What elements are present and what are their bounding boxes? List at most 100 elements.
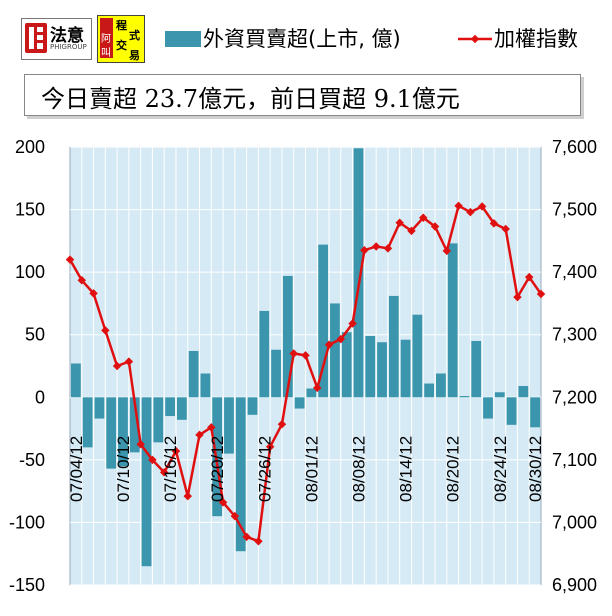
x-axis-tick-label: 07/10/12 (114, 436, 133, 502)
index-point (136, 439, 145, 449)
bar (377, 342, 387, 398)
bar (235, 397, 246, 552)
bar (176, 397, 187, 420)
left-axis-tick-label: -100 (9, 512, 45, 532)
legend-line-marker (470, 34, 480, 44)
fayi-logo: 法意 PHIGROUP (21, 18, 92, 60)
legend-bar-label: 外資買賣超(上市, 億) (203, 27, 401, 51)
bar (318, 244, 329, 398)
left-axis-tick-label: 0 (35, 387, 45, 407)
bar (447, 243, 458, 398)
right-axis-tick-label: 7,100 (552, 450, 597, 470)
program-trading-char: 式 (129, 29, 140, 42)
index-point (442, 246, 452, 256)
index-point (383, 244, 393, 253)
index-point (183, 491, 192, 501)
left-axis-tick-label: 100 (15, 262, 45, 282)
bar (483, 397, 493, 419)
x-axis-tick-label: 08/30/12 (526, 436, 545, 502)
legend-bar-swatch (165, 31, 201, 47)
bar (94, 397, 105, 419)
bar (224, 397, 234, 454)
bar (424, 383, 435, 398)
index-point (207, 423, 216, 432)
index-point (301, 351, 310, 360)
index-point (360, 246, 369, 255)
bar (294, 397, 305, 409)
x-axis-tick-label: 08/01/12 (302, 436, 321, 502)
x-axis-tick-label: 08/24/12 (491, 436, 510, 502)
bar (506, 397, 517, 425)
legend-line-label: 加權指數 (494, 27, 578, 51)
x-axis-tick-label: 07/04/12 (67, 436, 86, 502)
bar (365, 335, 376, 398)
fayi-logo-mark (25, 23, 47, 53)
bar (247, 397, 258, 415)
index-point (489, 219, 499, 228)
bar (412, 314, 423, 398)
right-axis-tick-label: 7,000 (552, 512, 597, 532)
right-axis-tick-label: 7,400 (552, 262, 597, 282)
index-point (501, 224, 510, 234)
index-point (524, 272, 534, 282)
program-trading-char: 交 (116, 39, 127, 52)
left-axis-tick-label: -50 (19, 450, 45, 470)
right-axis-tick-label: 7,200 (552, 387, 597, 407)
index-point (277, 419, 287, 429)
right-axis-tick-label: 7,600 (552, 137, 597, 157)
bar (259, 310, 270, 398)
index-point (313, 383, 322, 393)
program-trading-mark: 阿 叫 (100, 18, 113, 59)
bar (471, 340, 482, 398)
left-axis-tick-label: 200 (15, 137, 45, 157)
index-point (430, 222, 440, 231)
index-point (454, 201, 463, 211)
index-point (254, 536, 263, 546)
bar (494, 392, 505, 398)
index-point (124, 357, 134, 366)
right-axis-tick-label: 6,900 (552, 575, 597, 595)
index-point (395, 218, 404, 227)
fayi-glyph-icon (29, 27, 43, 49)
left-axis-tick-label: -150 (9, 575, 45, 595)
index-point (419, 213, 428, 222)
bar (341, 332, 352, 398)
program-trading-char: 易 (129, 49, 140, 62)
index-point (65, 255, 75, 264)
x-axis-tick-label: 08/08/12 (349, 436, 368, 502)
index-point (89, 289, 98, 298)
bar (518, 386, 529, 398)
fayi-logo-subtext: PHIGROUP (50, 43, 87, 51)
index-point (101, 326, 110, 335)
bar (200, 373, 211, 398)
index-point (348, 319, 357, 328)
index-point (336, 334, 346, 344)
bar (188, 350, 199, 398)
bar (353, 148, 364, 398)
bar (271, 349, 281, 398)
index-point (112, 361, 122, 371)
bar (388, 295, 399, 398)
bar (436, 373, 446, 398)
program-trading-small-char: 阿 (101, 34, 111, 45)
index-point (195, 430, 204, 440)
index-point (289, 349, 298, 358)
headline-box: 今日賣超 23.7億元，前日買超 9.1億元 (24, 74, 581, 116)
fayi-logo-text: 法意 (50, 26, 84, 46)
bar (306, 388, 317, 398)
index-point (477, 202, 487, 211)
index-point (77, 276, 87, 285)
bar (118, 397, 128, 467)
index-point (371, 242, 381, 251)
bar (82, 397, 93, 448)
bar (330, 303, 340, 398)
index-point (407, 226, 416, 236)
x-axis-tick-label: 08/20/12 (444, 436, 463, 502)
bar (530, 397, 540, 428)
left-axis-tick-label: 150 (15, 200, 45, 220)
legend: 外資買賣超(上市, 億) 加權指數 (165, 27, 578, 51)
right-axis-tick-label: 7,500 (552, 200, 597, 220)
index-point (513, 292, 522, 302)
index-point (265, 442, 275, 451)
